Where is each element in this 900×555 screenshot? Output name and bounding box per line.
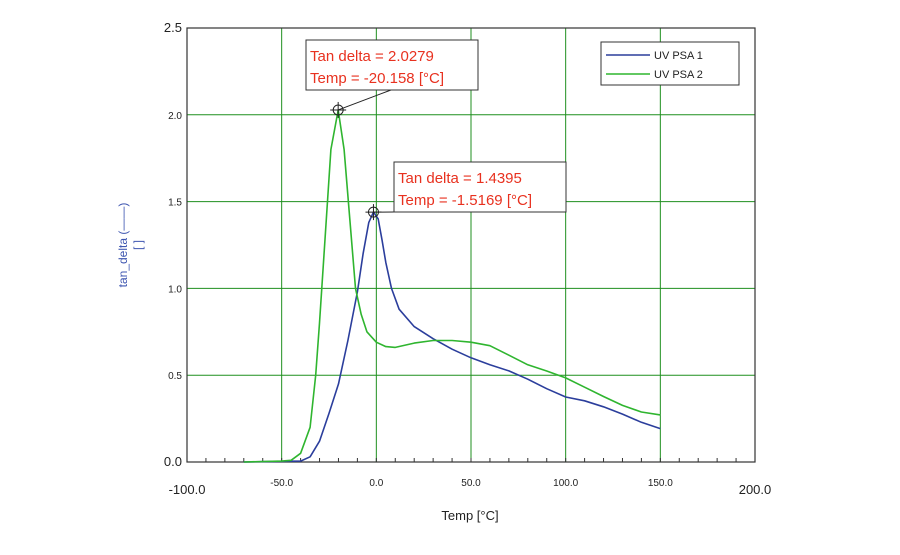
y-tick-label: 0.0 [164,454,182,469]
x-tick-label: 50.0 [461,478,481,489]
y-tick-label: 2.5 [164,20,182,35]
x-tick-label: 0.0 [369,478,383,489]
annotation-leader [338,90,391,110]
y-axis-unit: [ ] [131,240,145,250]
x-tick-label: -50.0 [270,478,293,489]
legend: UV PSA 1 UV PSA 2 [601,42,739,85]
legend-label-uv-psa-2: UV PSA 2 [654,69,703,81]
x-tick-label: 100.0 [553,478,578,489]
series-line-uv-psa-1 [244,212,661,462]
y-tick-label: 1.0 [168,284,182,295]
x-axis-label: Temp [°C] [441,508,498,523]
x-tick-label: -100.0 [169,482,206,497]
annotation-tan-delta: Tan delta = 2.0279 [310,48,434,65]
x-tick-label: 200.0 [739,482,772,497]
y-tick-label: 2.0 [168,111,182,122]
annotation-temp: Temp = -20.158 [°C] [310,70,444,87]
y-tick-label: 0.5 [168,371,182,382]
annotation-temp: Temp = -1.5169 [°C] [398,192,532,209]
y-axis-label: tan_delta (——) [116,203,130,288]
legend-label-uv-psa-1: UV PSA 1 [654,50,703,62]
y-tick-label: 1.5 [168,198,182,209]
x-tick-label: 150.0 [648,478,673,489]
annotation-tan-delta: Tan delta = 1.4395 [398,170,522,187]
